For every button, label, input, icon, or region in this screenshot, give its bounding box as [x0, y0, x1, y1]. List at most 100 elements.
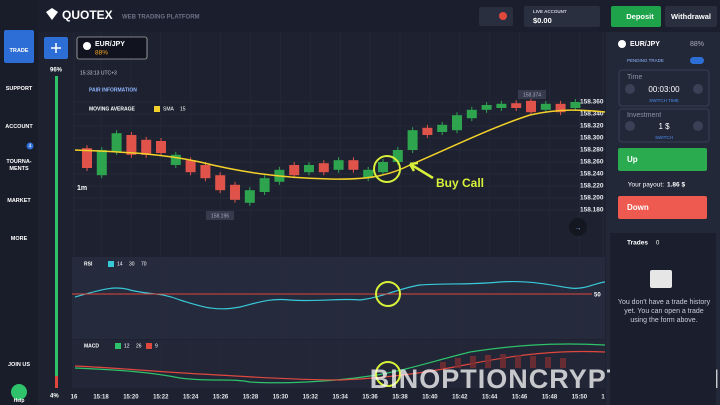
time-label: 15:36 — [362, 395, 378, 401]
payout-label: Your payout: — [628, 182, 664, 189]
candle — [82, 148, 92, 168]
candle — [141, 139, 152, 155]
flag — [83, 42, 91, 50]
candle — [392, 150, 403, 162]
switch[interactable]: SWITCH — [655, 135, 673, 140]
trades-panel — [610, 233, 716, 405]
notif-dot — [499, 12, 507, 20]
candle — [259, 178, 270, 192]
minus[interactable] — [625, 84, 635, 94]
candle — [333, 160, 344, 170]
toggle[interactable] — [690, 57, 704, 64]
candle — [452, 115, 462, 131]
nav-item[interactable]: TOURNA- MENTS — [6, 159, 32, 172]
price-label: 158.300 — [580, 135, 604, 142]
panel-flag — [618, 40, 626, 48]
time-label: 15:46 — [512, 395, 528, 401]
rsi-panel — [72, 257, 605, 339]
candle — [496, 103, 507, 108]
candle — [111, 133, 122, 152]
price-high: 158.374 — [523, 92, 541, 98]
price-label: 158.360 — [580, 99, 604, 106]
candle — [185, 160, 196, 173]
plus[interactable] — [693, 121, 703, 131]
rsi-name: RSI — [84, 261, 93, 267]
price-label: 158.180 — [580, 207, 604, 214]
price-label: 158.280 — [580, 147, 604, 154]
indicator-type: SMA — [163, 106, 175, 112]
time-label: 15:34 — [333, 395, 349, 401]
subtitle: WEB TRADING PLATFORM — [122, 15, 200, 21]
sentiment-bar-down — [55, 376, 58, 388]
sentiment-up: 96% — [50, 68, 63, 74]
candle — [230, 184, 240, 200]
time-label: 15:24 — [183, 395, 199, 401]
scroll-icon: → — [575, 225, 582, 232]
candle — [540, 103, 551, 110]
minus[interactable] — [625, 121, 635, 131]
time-label: 1 — [601, 395, 605, 401]
macd-signal — [74, 350, 606, 381]
nav-item[interactable]: MARKET — [7, 198, 31, 204]
notifications[interactable] — [479, 7, 513, 26]
brand: QUOTEX — [62, 8, 113, 22]
candle — [466, 109, 477, 119]
asset-tab[interactable] — [76, 36, 148, 60]
down-button[interactable] — [618, 196, 707, 219]
trades: Trades — [627, 240, 648, 247]
payout-value: 1.86 $ — [667, 182, 685, 189]
asset-name: EUR/JPY — [95, 41, 125, 48]
candle — [215, 175, 226, 191]
withdrawal: Withdrawal — [671, 12, 711, 21]
time-label: 15:42 — [452, 395, 468, 401]
up-button[interactable] — [618, 148, 707, 171]
candle — [481, 105, 492, 110]
nav-item[interactable]: SUPPORT — [5, 86, 33, 92]
time-label: 15:50 — [572, 395, 588, 401]
annotation: Buy Call — [436, 176, 484, 190]
plus[interactable] — [693, 84, 703, 94]
indicator-period: 15 — [180, 106, 186, 112]
macd-name: MACD — [84, 343, 99, 349]
empty-message: You don't have a trade history yet. You … — [617, 299, 711, 324]
sentiment-down: 4% — [50, 394, 59, 400]
candle — [407, 130, 418, 150]
nav-item[interactable]: ACCOUNT — [5, 124, 33, 130]
rsi-param: 14 — [117, 261, 123, 267]
down: Down — [627, 203, 649, 212]
help-icon[interactable] — [11, 384, 27, 400]
price-label: 158.260 — [580, 159, 604, 166]
join[interactable]: JOIN US — [7, 362, 30, 368]
scroll-button[interactable] — [569, 218, 587, 236]
account-type: LIVE ACCOUNT — [533, 9, 567, 14]
tournament-badge: 4 — [29, 143, 32, 149]
macd-param: 9 — [155, 343, 158, 349]
nav-item[interactable]: TRADE — [9, 48, 29, 54]
investment-box — [618, 108, 710, 143]
time-label: 15:28 — [243, 395, 259, 401]
high-tag — [518, 90, 546, 99]
help[interactable]: Help — [13, 398, 25, 404]
candle — [348, 160, 359, 170]
withdraw-button[interactable] — [665, 6, 717, 27]
deposit-button[interactable] — [611, 6, 661, 27]
candle — [437, 124, 448, 132]
account-box[interactable] — [524, 6, 600, 27]
macd-histogram — [440, 354, 566, 368]
empty-icon — [650, 270, 672, 288]
timeframe: 1m — [77, 185, 87, 192]
candle — [126, 135, 137, 155]
switch-time[interactable]: SWITCH TIME — [649, 98, 679, 103]
pair-info: PAIR INFORMATION — [89, 87, 137, 93]
plus-icon — [51, 43, 61, 53]
logo — [46, 8, 58, 20]
nav-item[interactable]: MORE — [10, 236, 28, 242]
highlight-circles — [373, 155, 401, 387]
time-label: 15:32 — [303, 395, 319, 401]
clock: 15:33:13 UTC+3 — [80, 70, 117, 76]
time-label: 16 — [71, 395, 78, 401]
investment-value: 1 $ — [658, 122, 670, 131]
macd-param: 26 — [136, 343, 142, 349]
rsi-level: 50 — [594, 293, 601, 299]
